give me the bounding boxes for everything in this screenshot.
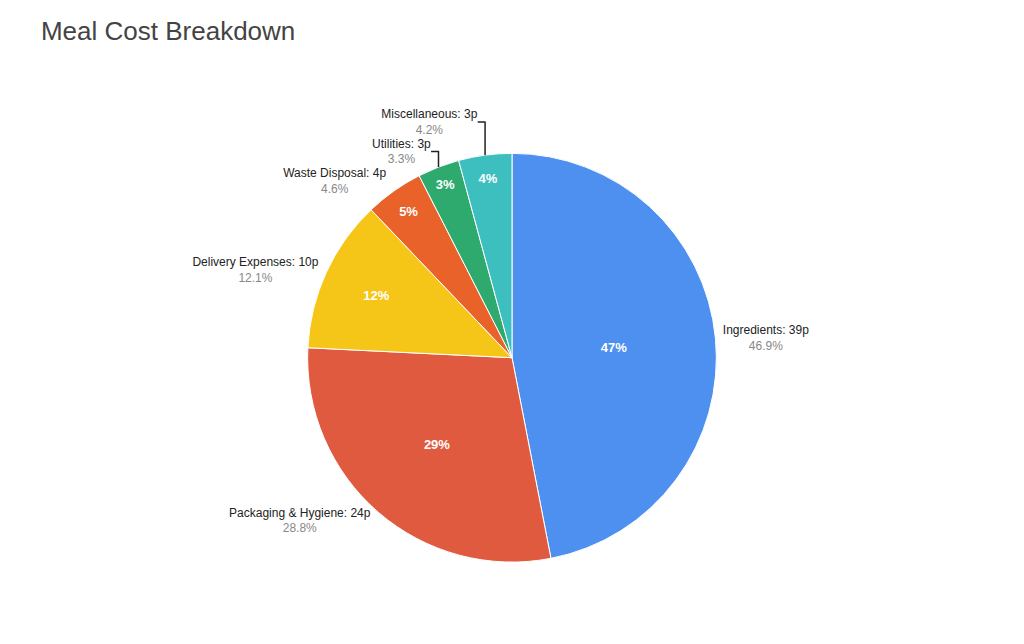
svg-text:Utilities: 3p3.3%: Utilities: 3p3.3%: [372, 137, 431, 167]
svg-text:Packaging & Hygiene: 24p28.8%: Packaging & Hygiene: 24p28.8%: [229, 506, 371, 536]
svg-text:47%: 47%: [601, 340, 627, 355]
svg-text:5%: 5%: [399, 204, 418, 219]
svg-text:Miscellaneous: 3p4.2%: Miscellaneous: 3p4.2%: [381, 107, 477, 137]
svg-text:29%: 29%: [424, 437, 450, 452]
svg-text:Delivery Expenses: 10p12.1%: Delivery Expenses: 10p12.1%: [192, 255, 318, 285]
svg-text:3%: 3%: [436, 177, 455, 192]
svg-text:12%: 12%: [363, 288, 389, 303]
svg-text:Meal Cost Breakdown: Meal Cost Breakdown: [41, 16, 295, 46]
svg-text:Waste Disposal: 4p4.6%: Waste Disposal: 4p4.6%: [283, 166, 386, 196]
svg-text:Ingredients: 39p46.9%: Ingredients: 39p46.9%: [723, 323, 809, 353]
svg-text:4%: 4%: [479, 171, 498, 186]
